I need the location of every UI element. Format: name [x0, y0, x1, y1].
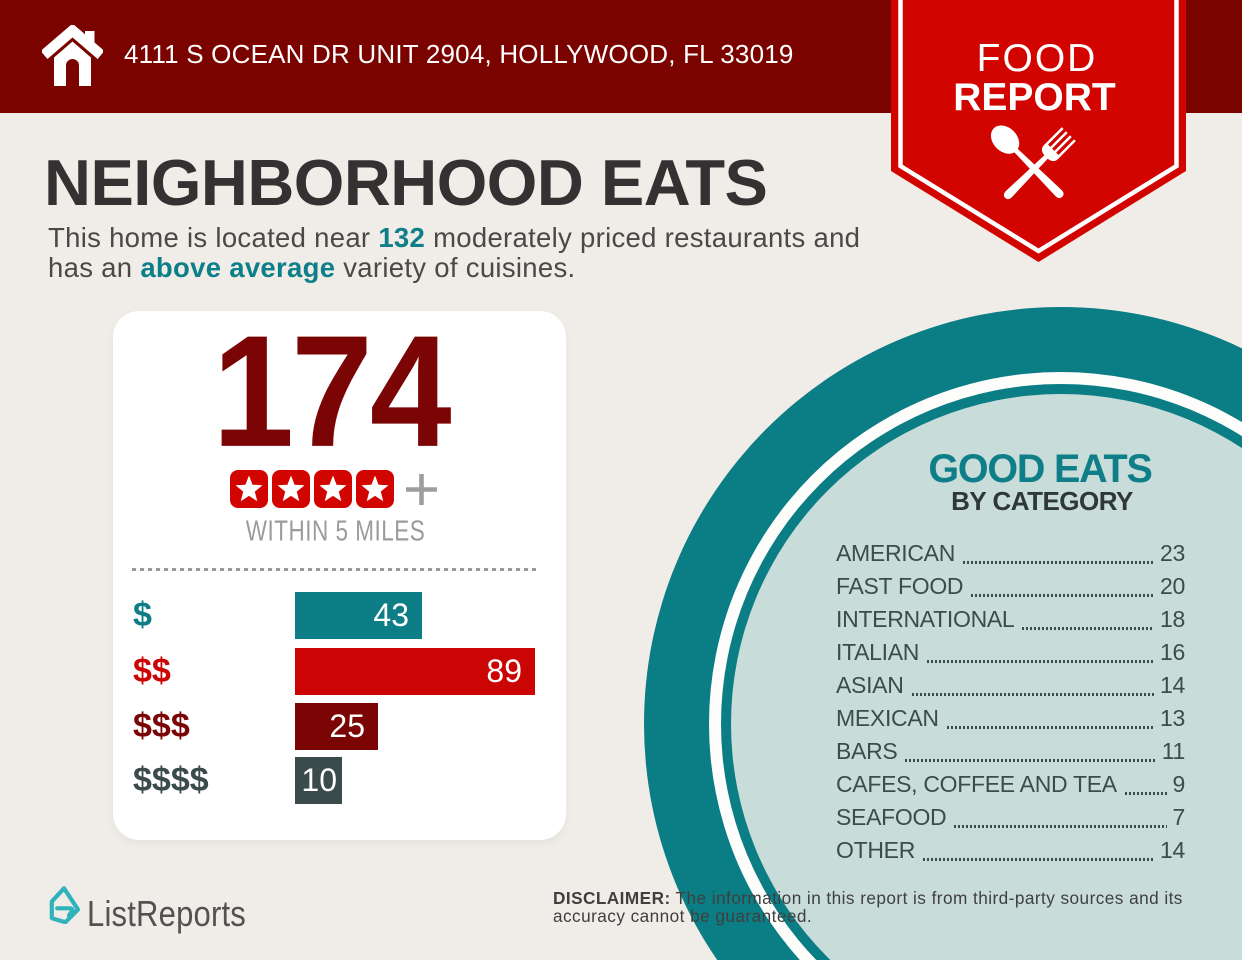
- svg-text:REPORT: REPORT: [953, 76, 1116, 119]
- svg-text:FOOD: FOOD: [977, 37, 1098, 80]
